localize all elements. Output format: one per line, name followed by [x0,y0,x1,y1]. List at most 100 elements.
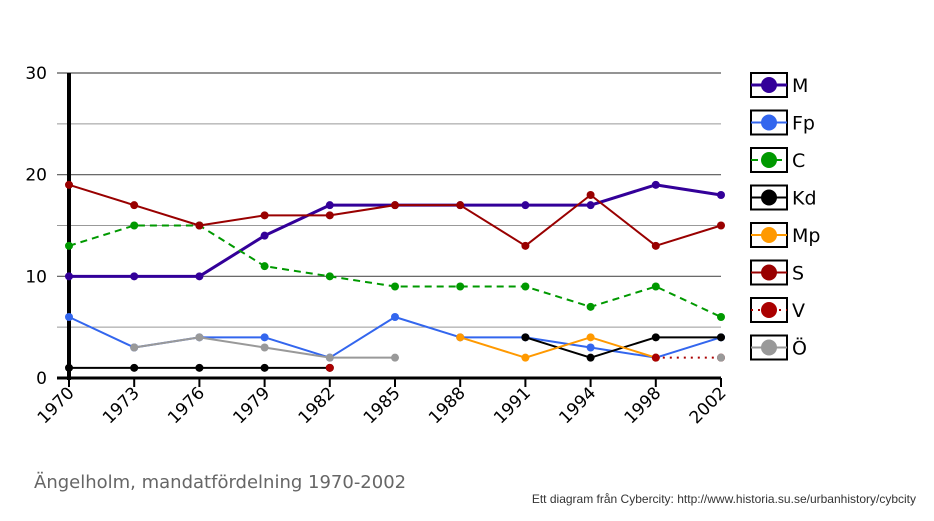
data-point [651,282,660,291]
data-point [586,201,595,210]
legend-swatch-marker [761,77,777,93]
data-point [260,211,269,220]
data-point [651,180,660,189]
data-point [586,353,595,362]
data-point [130,201,139,210]
data-point [521,353,530,362]
legend-swatch-marker [761,227,777,243]
axes: 0 10 20 30 1970 1973 1976 1979 1982 1985 1988 1991 1… [25,64,730,428]
data-point [651,353,660,362]
data-point [130,363,139,372]
legend-label: Kd [792,188,817,210]
data-point [325,363,334,372]
data-point [260,333,269,342]
legend-swatch-marker [761,189,777,206]
legend-item-c: C [750,147,805,173]
legend-swatch-marker [761,302,777,318]
data-point [260,231,269,240]
chart-title: Ängelholm, mandatfördelning 1970-2002 [34,472,407,493]
data-point [651,333,660,342]
x-tick-label: 1991 [490,383,535,428]
x-tick-label: 1979 [229,383,274,428]
data-point [456,282,465,291]
y-tick-label: 10 [25,267,47,287]
data-point [65,180,73,189]
x-tick-label: 1988 [425,383,470,428]
data-point [521,241,530,250]
legend-label: Fp [792,113,815,135]
data-point [586,191,595,199]
data-point [586,302,595,311]
data-point [195,221,204,230]
data-point [586,333,595,342]
data-point [325,272,334,281]
y-tick-label: 20 [25,166,47,186]
data-point [521,333,530,342]
data-point [65,272,73,281]
legend-swatch-marker [761,114,777,131]
data-point [195,363,204,372]
series-ö [130,333,725,362]
data-point [717,221,725,230]
data-point [391,282,399,291]
data-point [195,333,204,342]
data-point [651,241,660,250]
legend-item-v: V [750,297,805,323]
data-point [521,282,530,291]
legend-label: Ö [792,337,807,360]
x-tick-label: 1976 [164,383,209,428]
data-point [717,313,725,321]
data-point [65,363,73,372]
legend-label: M [792,75,808,97]
legend-label: Mp [792,225,820,247]
data-point [325,353,334,362]
x-tick-label: 1985 [360,383,405,428]
legend-swatch-marker [761,152,777,168]
data-point [65,313,73,321]
data-point [260,363,269,372]
data-point [391,353,399,362]
legend-item-m: M [750,72,808,98]
data-point [325,211,334,220]
data-point [717,191,725,199]
legend-swatch-marker [761,264,777,281]
legend: M Fp C Kd Mp SVÖ [750,72,820,361]
data-point [260,343,269,352]
data-point [456,201,465,210]
data-point [717,333,725,342]
data-point [521,201,530,210]
data-point [391,201,399,210]
data-point [325,201,334,210]
legend-item-fp: Fp [750,109,815,136]
legend-item-kd: Kd [750,184,817,211]
series-s [65,180,725,250]
data-point [65,241,73,250]
x-tick-label: 1994 [555,383,600,428]
grid-lines [57,72,721,328]
chart-source: Ett diagram från Cybercity: http://www.h… [531,492,916,506]
legend-item-ö: Ö [750,334,807,361]
data-point [130,272,139,281]
legend-label: C [792,150,805,172]
x-tick-label: 1970 [34,383,79,428]
y-tick-label: 30 [25,64,47,84]
data-point [195,272,204,281]
data-point [260,262,269,271]
data-point [391,313,399,321]
series-c [65,221,725,321]
legend-swatch-marker [761,339,777,356]
legend-item-mp: Mp [750,222,820,248]
data-point [586,343,595,352]
x-tick-label: 2002 [686,383,731,428]
x-tick-label: 1982 [295,383,340,428]
data-point [130,343,139,352]
data-point [717,353,725,362]
legend-item-s: S [750,259,804,286]
series-line [68,316,722,359]
series-line [69,183,722,278]
series-line [68,224,722,318]
series-line [459,336,657,359]
legend-label: S [792,263,804,285]
data-point [456,333,465,342]
